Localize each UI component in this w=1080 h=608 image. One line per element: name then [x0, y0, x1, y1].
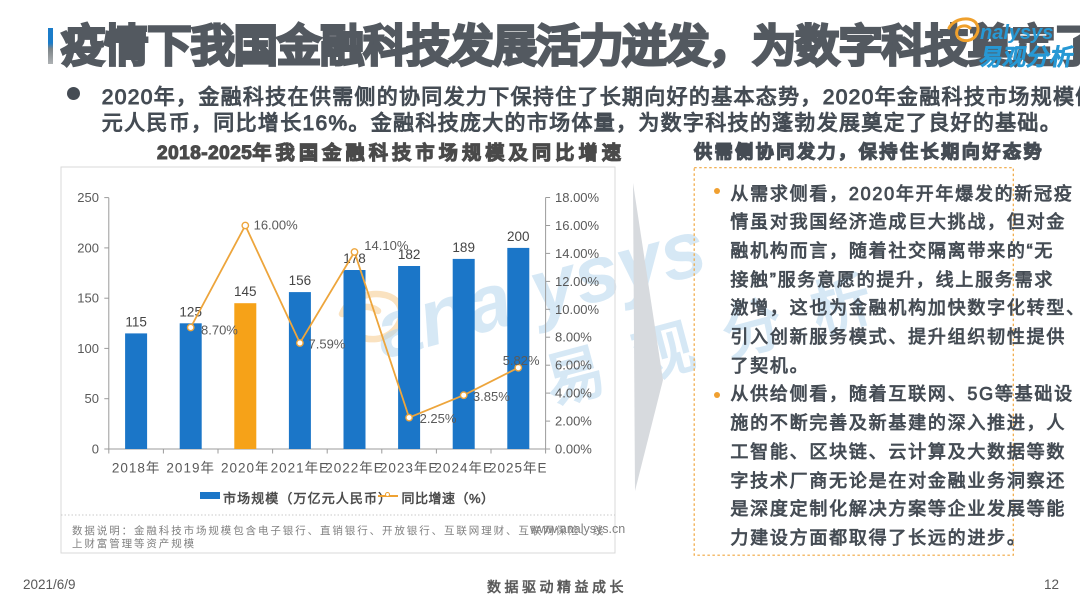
svg-text:115: 115 [125, 314, 147, 329]
svg-text:4.00%: 4.00% [555, 386, 592, 401]
svg-text:10.00%: 10.00% [555, 302, 600, 317]
svg-text:8.70%: 8.70% [201, 323, 238, 338]
svg-text:3.85%: 3.85% [473, 389, 510, 404]
svg-text:200: 200 [507, 229, 530, 244]
svg-text:2.00%: 2.00% [555, 414, 592, 429]
svg-text:0: 0 [92, 442, 99, 457]
svg-text:2019年: 2019年 [166, 461, 215, 476]
svg-text:8.00%: 8.00% [555, 330, 592, 345]
svg-text:2020年: 2020年 [221, 461, 270, 476]
svg-text:189: 189 [452, 240, 475, 255]
svg-text:18.00%: 18.00% [555, 190, 600, 205]
svg-text:156: 156 [289, 273, 312, 288]
svg-text:250: 250 [77, 190, 99, 205]
svg-text:145: 145 [234, 284, 257, 299]
svg-text:6.00%: 6.00% [555, 358, 592, 373]
svg-text:50: 50 [85, 391, 99, 406]
svg-text:182: 182 [398, 247, 421, 262]
svg-text:100: 100 [77, 341, 99, 356]
svg-text:2021年E: 2021年E [271, 461, 330, 476]
svg-text:2.25%: 2.25% [420, 411, 457, 426]
svg-text:16.00%: 16.00% [555, 218, 600, 233]
svg-text:200: 200 [77, 240, 99, 255]
svg-text:2018年: 2018年 [112, 461, 161, 476]
svg-text:0.00%: 0.00% [555, 442, 592, 457]
svg-text:2024年E: 2024年E [434, 461, 493, 476]
svg-text:150: 150 [77, 291, 99, 306]
svg-text:2022年E: 2022年E [325, 461, 384, 476]
svg-text:2023年E: 2023年E [380, 461, 439, 476]
svg-text:16.00%: 16.00% [254, 218, 299, 233]
svg-text:14.10%: 14.10% [364, 238, 409, 253]
svg-text:5.82%: 5.82% [503, 353, 540, 368]
svg-text:12.00%: 12.00% [555, 274, 600, 289]
svg-text:2025年E: 2025年E [489, 461, 548, 476]
svg-text:14.00%: 14.00% [555, 246, 600, 261]
svg-text:7.59%: 7.59% [309, 337, 346, 352]
